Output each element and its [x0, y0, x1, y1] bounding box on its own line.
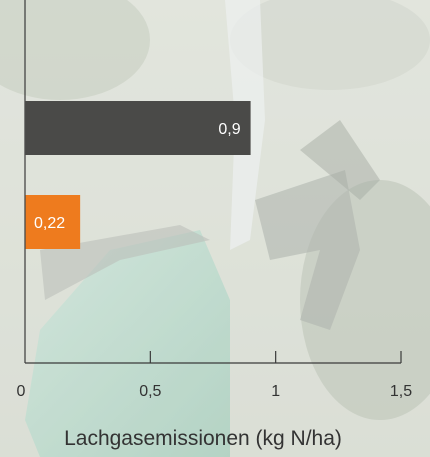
x-axis-title: Lachgasemissionen (kg N/ha) [64, 427, 342, 450]
x-tick-label: 0,5 [139, 383, 161, 400]
bar-value-label-2: 0,22 [34, 215, 65, 232]
bar-value-label-1: 0,9 [218, 121, 240, 138]
x-tick-label: 0 [17, 383, 26, 400]
x-tick-label: 1,5 [390, 383, 412, 400]
bar-2 [25, 195, 81, 249]
x-axis-ticks: 0 0,5 1 1,5 [17, 351, 412, 400]
chart-marks: 0,9 0,22 [25, 101, 251, 249]
x-tick-label: 1 [271, 383, 280, 400]
bar-1 [25, 101, 251, 155]
